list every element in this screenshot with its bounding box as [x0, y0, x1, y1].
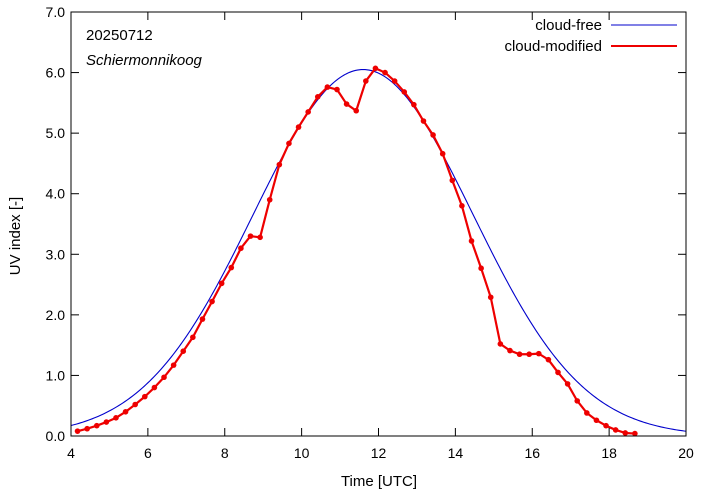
- date-annotation: 20250712: [86, 27, 153, 44]
- x-axis-label: Time [UTC]: [341, 473, 417, 490]
- y-axis-label: UV index [-]: [7, 197, 24, 275]
- cloud-modified-point: [142, 393, 148, 400]
- y-tick-label: 4.0: [46, 186, 66, 202]
- y-tick-label: 1.0: [46, 367, 66, 383]
- cloud-modified-point: [353, 107, 360, 114]
- cloud-modified-point: [584, 410, 590, 416]
- cloud-modified-point: [564, 381, 571, 387]
- plot-frame: [70, 11, 687, 437]
- cloud-modified-point: [507, 347, 513, 354]
- cloud-modified-point: [497, 341, 504, 347]
- y-tick-label: 5.0: [46, 125, 66, 141]
- cloud-modified-point: [478, 265, 484, 272]
- y-tick-label: 3.0: [46, 246, 66, 262]
- cloud-modified-line: [77, 67, 635, 435]
- cloud-modified-point: [103, 419, 110, 425]
- x-tick-label: 14: [448, 445, 464, 461]
- cloud-modified-point: [439, 150, 446, 157]
- cloud-modified-point: [93, 422, 100, 429]
- cloud-modified-point: [449, 177, 456, 184]
- legend-label-cloud-modified: cloud-modified: [504, 38, 602, 55]
- cloud-modified-point: [132, 401, 138, 408]
- cloud-modified-point: [228, 264, 235, 271]
- x-tick-label: 16: [524, 445, 540, 461]
- y-tick-label: 6.0: [46, 65, 66, 81]
- cloud-modified-point: [180, 348, 187, 355]
- cloud-modified-point: [218, 280, 225, 287]
- cloud-modified-point: [555, 369, 561, 376]
- y-tick-label: 7.0: [46, 4, 66, 20]
- cloud-modified-point: [420, 118, 427, 124]
- location-annotation: Schiermonnikoog: [86, 52, 203, 69]
- cloud-modified-point: [545, 356, 552, 363]
- ticks-layer: 4 6 8 10 12 14 16 18 20 0.0 1.0 2.0 3.0 4.0 5.0 6.0 7.0: [46, 4, 694, 461]
- cloud-modified-point: [314, 94, 321, 100]
- y-tick-label: 2.0: [46, 307, 66, 323]
- legend: cloud-free cloud-modified: [504, 17, 677, 55]
- legend-label-cloud-free: cloud-free: [535, 17, 602, 34]
- cloud-modified-point: [430, 132, 436, 138]
- cloud-modified-point: [401, 89, 408, 95]
- cloud-modified-point: [487, 294, 494, 301]
- cloud-modified-point: [632, 430, 638, 437]
- cloud-modified-point: [209, 298, 215, 305]
- series-layer: [70, 65, 687, 437]
- cloud-modified-point: [276, 161, 283, 168]
- cloud-modified-point: [122, 408, 129, 415]
- cloud-modified-point: [247, 233, 254, 239]
- cloud-free-line: [70, 68, 687, 432]
- x-tick-label: 20: [678, 445, 694, 461]
- cloud-modified-point: [526, 351, 532, 358]
- cloud-modified-point: [363, 78, 369, 84]
- cloud-modified-point: [459, 203, 465, 209]
- cloud-modified-point: [324, 84, 331, 90]
- cloud-modified-point: [266, 196, 273, 203]
- cloud-modified-point: [161, 374, 167, 381]
- cloud-modified-point: [516, 351, 523, 358]
- cloud-modified-point: [74, 428, 81, 434]
- x-tick-label: 18: [601, 445, 617, 461]
- cloud-modified-point: [622, 430, 629, 436]
- cloud-modified-point: [612, 427, 619, 433]
- cloud-modified-point: [199, 316, 206, 322]
- cloud-modified-point: [257, 234, 263, 241]
- cloud-modified-point: [468, 238, 475, 244]
- cloud-modified-point: [151, 384, 158, 391]
- cloud-modified-point: [391, 78, 398, 84]
- cloud-modified-point: [535, 350, 542, 357]
- cloud-modified-point: [84, 425, 90, 432]
- cloud-modified-point: [372, 65, 379, 72]
- cloud-modified-point: [170, 362, 177, 368]
- x-tick-label: 4: [67, 445, 75, 461]
- y-tick-label: 0.0: [46, 428, 66, 444]
- cloud-modified-point: [382, 69, 388, 76]
- cloud-modified-point: [334, 86, 340, 93]
- cloud-modified-point: [411, 101, 417, 108]
- x-tick-label: 10: [294, 445, 310, 461]
- cloud-modified-point: [574, 398, 581, 404]
- x-tick-label: 12: [371, 445, 387, 461]
- cloud-modified-point: [286, 140, 292, 147]
- cloud-modified-point: [113, 415, 119, 421]
- cloud-modified-point: [603, 422, 609, 429]
- x-tick-label: 8: [221, 445, 229, 461]
- cloud-modified-point: [295, 124, 302, 130]
- cloud-modified-point: [305, 109, 311, 115]
- cloud-modified-point: [190, 334, 196, 341]
- cloud-modified-point: [238, 245, 244, 252]
- cloud-modified-point: [593, 417, 600, 424]
- cloud-modified-point: [343, 101, 350, 107]
- x-tick-label: 6: [144, 445, 152, 461]
